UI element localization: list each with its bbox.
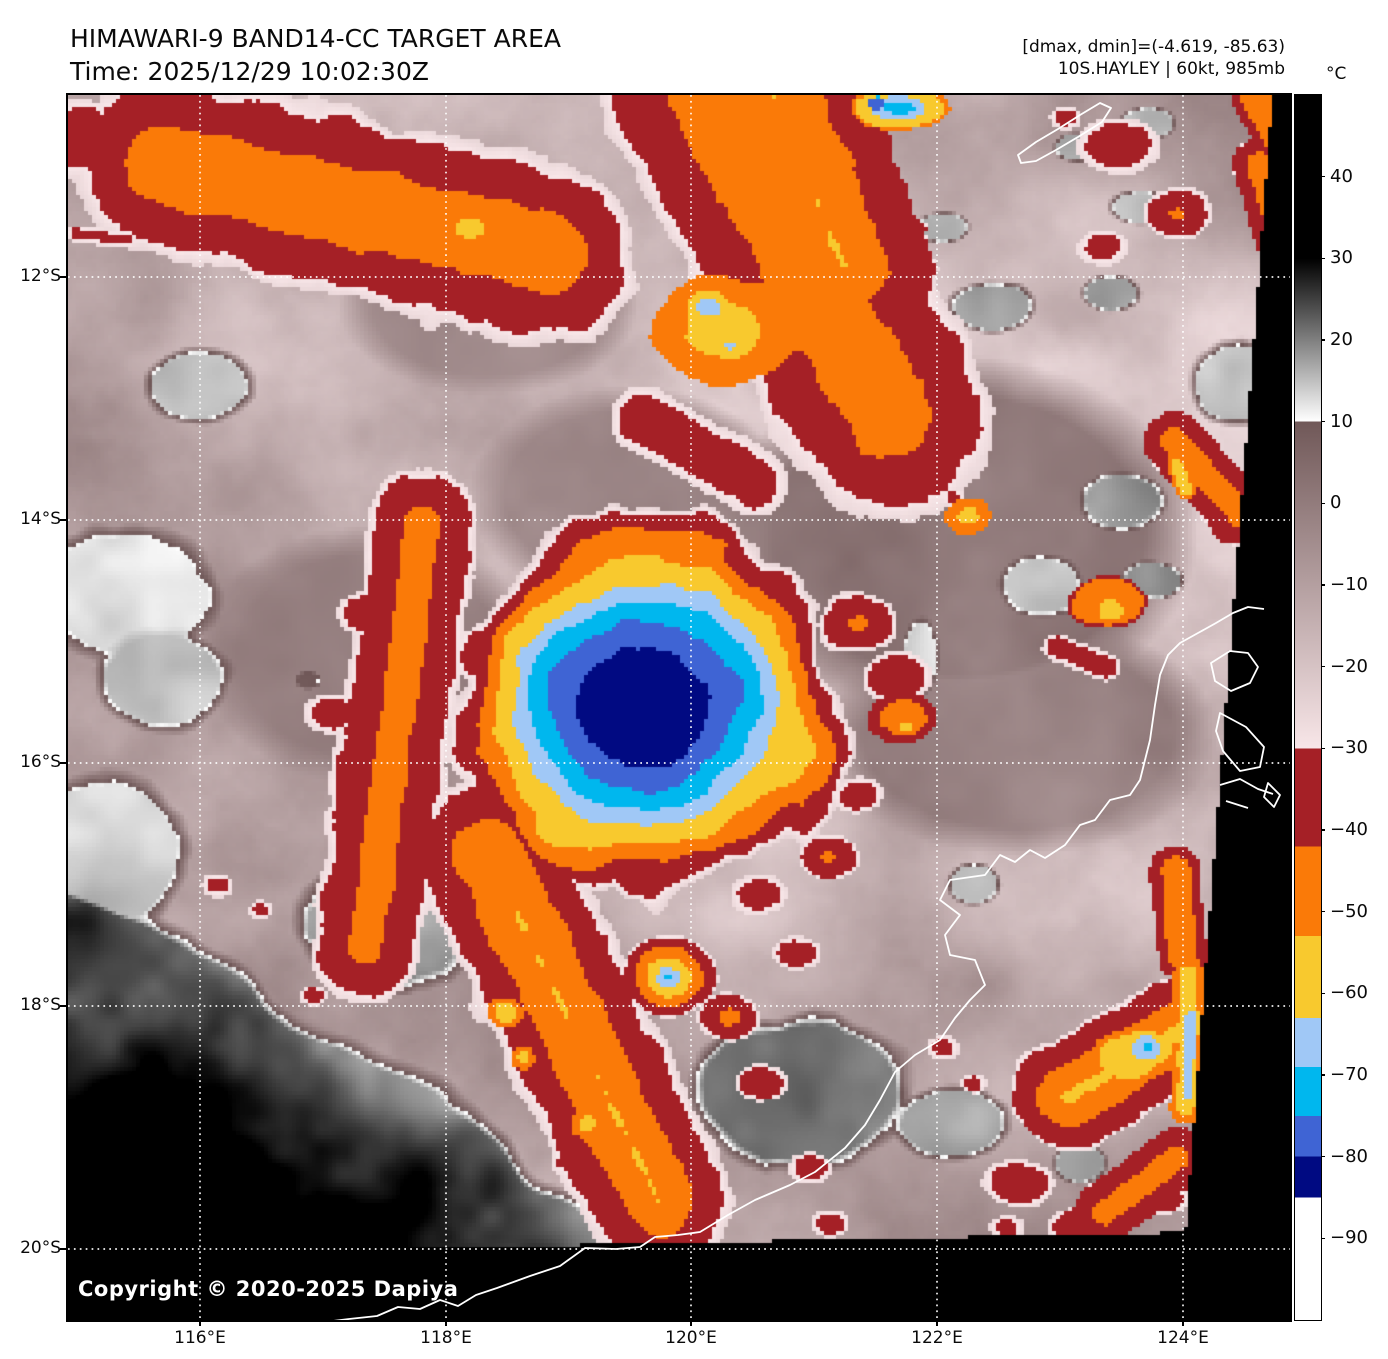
y-axis-tick-mark — [60, 762, 66, 764]
colorbar-tick-label: −70 — [1330, 1064, 1368, 1085]
coastline — [333, 606, 1265, 1320]
colorbar-tick-mark — [1321, 1074, 1325, 1076]
x-axis-tick-label: 124°E — [1157, 1328, 1209, 1348]
colorbar-tick-label: 10 — [1330, 410, 1353, 432]
x-axis-tick-label: 122°E — [911, 1328, 963, 1348]
colorbar-tick-label: 40 — [1330, 165, 1353, 187]
page-title: HIMAWARI-9 BAND14-CC TARGET AREA — [70, 24, 562, 53]
x-axis-tick-mark — [199, 1320, 201, 1326]
colorbar-tick-mark — [1321, 1155, 1325, 1158]
y-axis-tick-label: 18°S — [20, 995, 61, 1015]
x-axis-tick-label: 116°E — [174, 1328, 226, 1348]
colorbar-unit-label: °C — [1326, 64, 1347, 84]
colorbar-tick-mark — [1321, 665, 1325, 668]
satellite-map: Copyright © 2020-2025 Dapiya — [66, 93, 1292, 1322]
colorbar-tick-label: −30 — [1330, 737, 1368, 759]
colorbar-tick-mark — [1321, 910, 1325, 913]
colorbar-tick-label: −50 — [1330, 900, 1368, 922]
colorbar-tick-mark — [1321, 1237, 1325, 1240]
storm-info: 10S.HAYLEY | 60kt, 985mb — [1057, 59, 1285, 79]
colorbar-tick-label: 0 — [1330, 492, 1342, 514]
x-axis-tick-mark — [1182, 1320, 1184, 1326]
y-axis-tick-label: 14°S — [20, 509, 61, 529]
x-axis-tick-mark — [445, 1320, 447, 1326]
grid-coastline-overlay — [68, 95, 1290, 1320]
island-outline — [1215, 712, 1265, 772]
colorbar-tick-label: −80 — [1330, 1145, 1368, 1167]
satellite-image-canvas — [68, 95, 1290, 1320]
y-axis-tick-label: 20°S — [20, 1238, 61, 1258]
colorbar-tick-label: −10 — [1330, 574, 1368, 595]
island-outline — [1210, 650, 1259, 692]
colorbar-tick-mark — [1321, 257, 1325, 260]
colorbar-tick-label: −40 — [1330, 819, 1368, 840]
timestamp: Time: 2025/12/29 10:02:30Z — [70, 57, 429, 86]
colorbar-tick-label: −90 — [1330, 1227, 1368, 1249]
colorbar-tick-mark — [1321, 829, 1325, 831]
colorbar-tick-mark — [1321, 584, 1325, 586]
x-axis-tick-label: 118°E — [420, 1328, 472, 1348]
colorbar-tick-mark — [1321, 502, 1325, 505]
dmax-dmin-readout: [dmax, dmin]=(-4.619, -85.63) — [1022, 37, 1285, 57]
y-axis-tick-mark — [60, 1248, 66, 1250]
colorbar-tick-mark — [1321, 747, 1325, 750]
x-axis-tick-label: 120°E — [665, 1328, 717, 1348]
colorbar-tick-mark — [1321, 175, 1325, 178]
island-outline — [1017, 102, 1112, 164]
y-axis-tick-mark — [60, 1005, 66, 1007]
y-axis-tick-mark — [60, 519, 66, 521]
x-axis-tick-mark — [690, 1320, 692, 1326]
colorbar-tick-mark — [1321, 339, 1325, 341]
y-axis-tick-label: 12°S — [20, 266, 61, 286]
colorbar — [1294, 93, 1322, 1321]
y-axis-tick-mark — [60, 276, 66, 278]
coastline — [1225, 800, 1249, 809]
colorbar-tick-label: −60 — [1330, 982, 1368, 1004]
y-axis-tick-label: 16°S — [20, 752, 61, 772]
colorbar-tick-mark — [1321, 420, 1325, 423]
colorbar-tick-mark — [1321, 992, 1325, 995]
colorbar-tick-label: 20 — [1330, 329, 1353, 350]
island-outline — [1263, 782, 1281, 808]
x-axis-tick-mark — [936, 1320, 938, 1326]
copyright-text: Copyright © 2020-2025 Dapiya — [78, 1277, 459, 1301]
colorbar-tick-label: −20 — [1330, 655, 1368, 677]
colorbar-tick-label: 30 — [1330, 247, 1353, 269]
